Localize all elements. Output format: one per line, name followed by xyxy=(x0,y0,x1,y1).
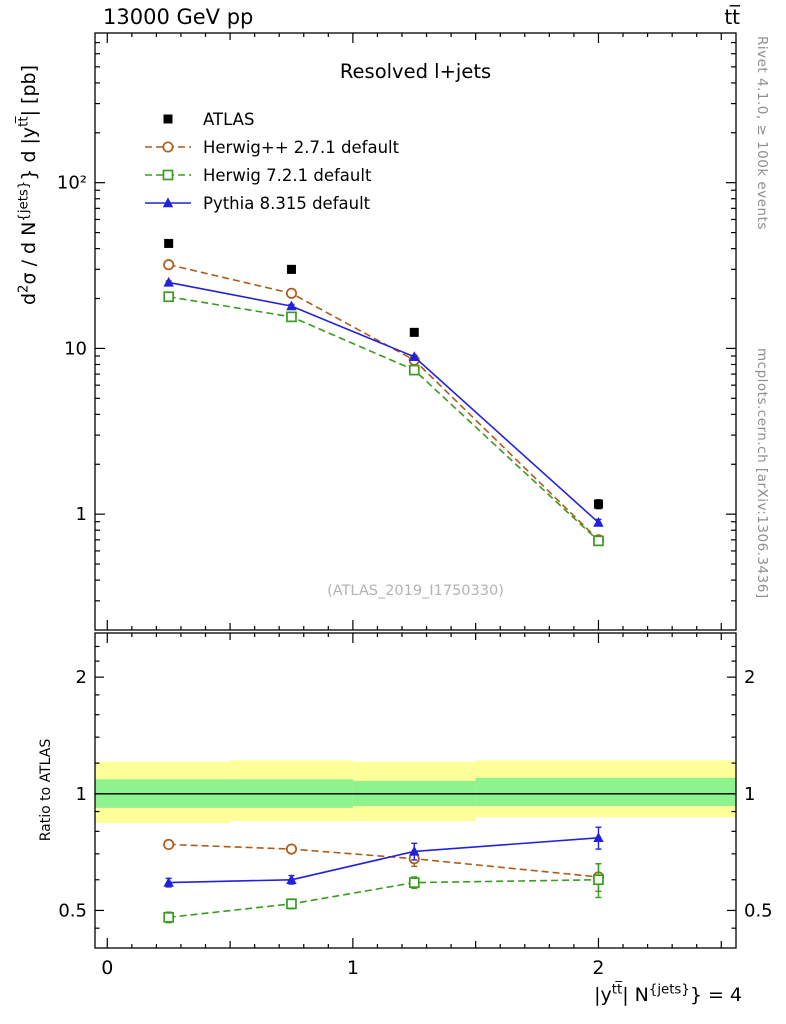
marker-triangle-filled xyxy=(163,876,174,887)
marker-square-filled xyxy=(163,114,173,124)
ratio-tick-label: 2 xyxy=(76,667,87,688)
y-tick-label: 1 xyxy=(76,504,87,525)
legend-label: Pythia 8.315 default xyxy=(203,194,371,213)
main-panel-frame xyxy=(94,32,737,631)
legend-label: Herwig++ 2.7.1 default xyxy=(203,138,400,157)
ratio-tick-label: 1 xyxy=(744,784,755,805)
marker-circle-open xyxy=(163,259,175,271)
marker-triangle-filled xyxy=(286,300,297,311)
marker-square-open xyxy=(593,874,604,886)
marker-triangle-filled xyxy=(162,197,174,208)
marker-square-open xyxy=(163,291,175,303)
process-label: tt̅ xyxy=(724,5,740,29)
marker-square-open xyxy=(286,898,297,910)
ratio-y-axis-title: Ratio to ATLAS xyxy=(38,738,54,842)
series-line xyxy=(168,843,599,878)
x-axis-title: |ytt̅| N{jets}} = 4 xyxy=(594,982,742,1006)
marker-circle-open xyxy=(162,141,174,153)
y-tick-label: 10² xyxy=(57,173,87,194)
y-axis-title: d2σ / d N{jets}} d |ytt̅| [pb] xyxy=(16,65,40,306)
marker-triangle-filled xyxy=(286,874,297,884)
marker-square-open xyxy=(286,311,297,323)
series-line xyxy=(168,281,600,524)
marker-triangle-filled xyxy=(409,845,420,856)
ratio-tick-label: 0.5 xyxy=(744,900,773,921)
rivet-version-note: Rivet 4.1.0, ≥ 100k events xyxy=(754,36,770,230)
marker-triangle-filled xyxy=(163,276,174,287)
marker-square-filled xyxy=(409,327,419,337)
legend-label: ATLAS xyxy=(203,110,254,129)
series-line xyxy=(168,295,600,542)
x-tick-label: 1 xyxy=(347,957,359,979)
marker-square-open xyxy=(163,911,175,923)
collision-energy-label: 13000 GeV pp xyxy=(103,5,254,29)
plot-title: Resolved l+jets xyxy=(339,60,492,83)
marker-square-filled xyxy=(164,238,174,248)
ratio-panel-frame xyxy=(94,632,737,949)
marker-square-open xyxy=(162,169,174,181)
marker-circle-open xyxy=(285,287,298,299)
marker-circle-open xyxy=(285,843,298,855)
series-line xyxy=(168,836,599,884)
green-uncertainty-band xyxy=(475,777,736,807)
analysis-id-watermark: (ATLAS_2019_I1750330) xyxy=(327,583,504,599)
marker-square-open xyxy=(408,877,420,888)
marker-triangle-filled xyxy=(593,832,604,842)
mcplots-credit-note: mcplots.cern.ch [arXiv:1306.3436] xyxy=(754,348,770,599)
series-line xyxy=(168,263,600,541)
marker-triangle-filled xyxy=(593,516,604,527)
series-line xyxy=(168,878,599,919)
ratio-tick-label: 2 xyxy=(744,667,755,688)
marker-square-filled xyxy=(286,264,296,274)
marker-square-filled xyxy=(593,499,603,509)
marker-square-open xyxy=(593,535,604,547)
y-tick-label: 10 xyxy=(64,338,87,359)
x-tick-label: 0 xyxy=(101,957,113,979)
x-tick-label: 2 xyxy=(592,957,604,979)
ratio-tick-label: 0.5 xyxy=(58,900,87,921)
legend-label: Herwig 7.2.1 default xyxy=(203,166,372,185)
ratio-tick-label: 1 xyxy=(76,784,87,805)
marker-square-open xyxy=(408,364,420,376)
marker-triangle-filled xyxy=(409,351,420,362)
marker-circle-open xyxy=(163,838,175,851)
